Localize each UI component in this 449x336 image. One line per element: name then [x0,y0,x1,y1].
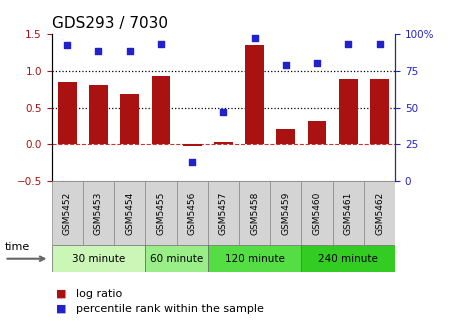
Bar [120,94,139,144]
Bar [89,85,108,144]
Point [126,49,133,54]
Bar [208,181,239,245]
Point [251,35,258,41]
Bar [301,181,333,245]
Text: time: time [4,242,30,252]
Text: GSM5461: GSM5461 [344,192,353,235]
Text: ■: ■ [56,304,66,314]
Bar [370,79,389,144]
Bar [183,144,202,146]
Bar [270,181,301,245]
Bar [333,181,364,245]
Bar [114,181,145,245]
Text: GDS293 / 7030: GDS293 / 7030 [52,16,167,31]
Bar [339,79,358,144]
Text: GSM5453: GSM5453 [94,192,103,235]
Point [345,41,352,47]
Bar [214,141,233,144]
Bar [277,129,295,144]
Text: ■: ■ [56,289,66,299]
Point [95,49,102,54]
Text: GSM5460: GSM5460 [313,192,321,235]
Text: 240 minute: 240 minute [318,254,378,264]
Text: log ratio: log ratio [76,289,123,299]
Point [313,60,321,66]
Bar [83,181,114,245]
Bar [245,45,264,144]
Bar [308,121,326,144]
Bar [364,181,395,245]
Text: GSM5457: GSM5457 [219,192,228,235]
Bar [52,181,83,245]
Text: GSM5459: GSM5459 [282,192,291,235]
Bar [208,245,301,272]
Bar [58,82,77,144]
Point [64,43,71,48]
Text: percentile rank within the sample: percentile rank within the sample [76,304,264,314]
Text: GSM5452: GSM5452 [63,192,72,235]
Bar [152,76,170,144]
Text: GSM5455: GSM5455 [156,192,165,235]
Bar [52,245,145,272]
Text: GSM5462: GSM5462 [375,192,384,235]
Point [282,62,290,67]
Bar [145,181,176,245]
Point [189,160,196,165]
Text: GSM5456: GSM5456 [188,192,197,235]
Bar [301,245,395,272]
Text: 120 minute: 120 minute [224,254,285,264]
Text: GSM5458: GSM5458 [250,192,259,235]
Text: 30 minute: 30 minute [72,254,125,264]
Point [220,109,227,115]
Text: GSM5454: GSM5454 [125,192,134,235]
Point [376,41,383,47]
Bar [176,181,208,245]
Text: 60 minute: 60 minute [150,254,203,264]
Bar [239,181,270,245]
Point [157,41,164,47]
Bar [145,245,208,272]
